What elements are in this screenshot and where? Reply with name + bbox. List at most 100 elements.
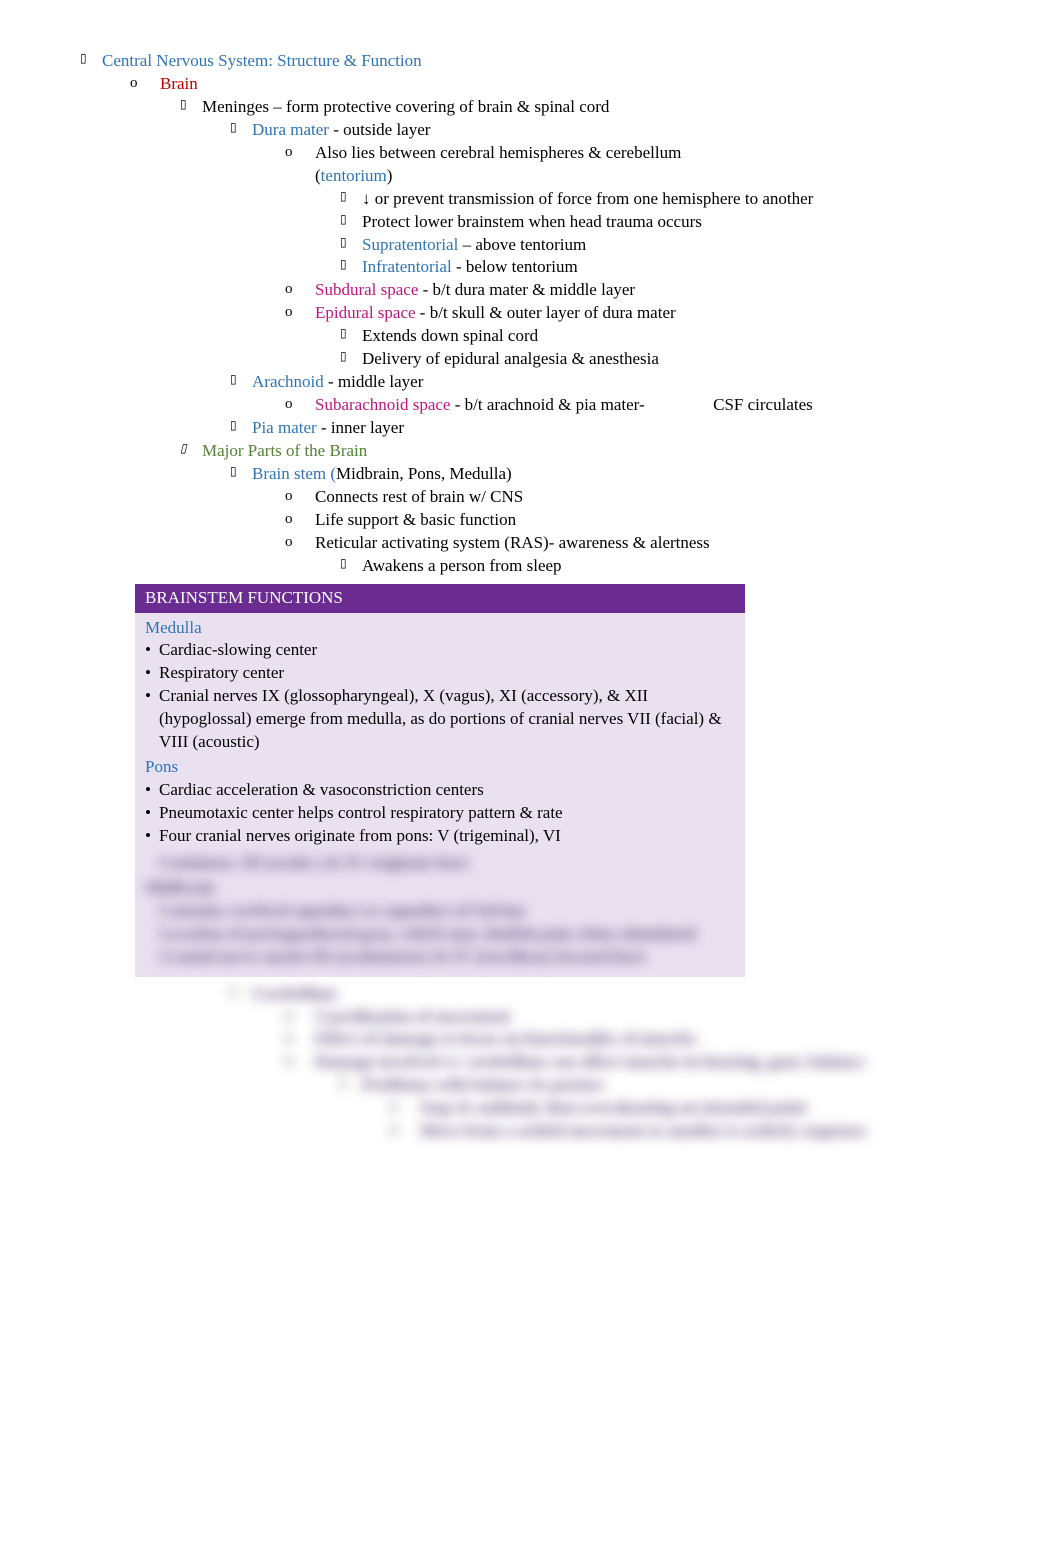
cerebellum-3: Problems with balance & posture: [362, 1074, 1022, 1097]
infra-line: Infratentorial - below tentorium: [362, 256, 1022, 279]
supra-rest: – above tentorium: [458, 235, 586, 254]
subarachnoid-line: Subarachnoid space - b/t arachnoid & pia…: [315, 394, 1022, 417]
bullet-icon: ▯: [230, 463, 252, 479]
box-body: Medulla • Cardiac-slowing center • Respi…: [135, 613, 745, 969]
epi-b1: Extends down spinal cord: [362, 325, 1022, 348]
dot-icon: •: [145, 662, 159, 685]
cerebellum-sub-0: Stop & suddenly then overshooting an int…: [420, 1097, 1022, 1120]
subarachnoid-rest: - b/t arachnoid & pia mater-: [450, 395, 644, 414]
brainstem-term: Brain stem (: [252, 464, 336, 483]
list-item: • Cardiac acceleration & vasoconstrictio…: [145, 779, 735, 802]
brainstem-functions-box: BRAINSTEM FUNCTIONS Medulla • Cardiac-sl…: [135, 584, 745, 977]
tentorium-close: ): [387, 166, 393, 185]
epi-b2: Delivery of epidural analgesia & anesthe…: [362, 348, 1022, 371]
blur-line: Contains cerebral aqueduct or aqueduct o…: [145, 900, 735, 923]
brainstem-rest: Midbrain, Pons, Medulla): [336, 464, 512, 483]
bullet-o-icon: o: [285, 509, 315, 529]
list-item: ▯ Supratentorial – above tentorium: [340, 234, 1022, 257]
bullet-icon: ▯: [340, 188, 362, 204]
dura-also-lies: Also lies between cerebral hemispheres &…: [315, 142, 1022, 188]
epidural-line: Epidural space - b/t skull & outer layer…: [315, 302, 1022, 325]
cerebellum-sub-1: Move from a settled movement to another …: [420, 1120, 1022, 1143]
list-item: o Coordination of movement: [285, 1006, 1022, 1029]
bullet-o-icon: o: [285, 1006, 315, 1026]
list-item: ▯ Meninges – form protective covering of…: [180, 96, 1022, 119]
blur-line: Midbrain: [145, 877, 735, 900]
bullet-o-icon: o: [285, 394, 315, 414]
box-header: BRAINSTEM FUNCTIONS: [135, 584, 745, 613]
list-item: ▯ ↓ or prevent transmission of force fro…: [340, 188, 1022, 211]
list-item: ▯ Cerebellum: [230, 983, 1022, 1006]
arachnoid-line: Arachnoid - middle layer: [252, 371, 1022, 394]
infra-rest: - below tentorium: [452, 257, 578, 276]
bullet-o-icon: o: [285, 279, 315, 299]
list-item: ▯ Brain stem (Midbrain, Pons, Medulla): [230, 463, 1022, 486]
list-item: o Life support & basic function: [285, 509, 1022, 532]
list-item: o Reticular activating system (RAS)- awa…: [285, 532, 1022, 555]
bullet-icon: ▯: [180, 96, 202, 112]
brain-heading: Brain: [160, 73, 1022, 96]
list-item: ▯ Infratentorial - below tentorium: [340, 256, 1022, 279]
list-item: • Cranial nerves IX (glossopharyngeal), …: [145, 685, 735, 754]
medulla-0: Cardiac-slowing center: [159, 639, 735, 662]
subdural-term: Subdural space: [315, 280, 418, 299]
cerebellum-1: Effect of damage to focus on functionali…: [315, 1028, 1022, 1051]
dot-icon: •: [145, 825, 159, 848]
major-parts-heading: Major Parts of the Brain: [202, 440, 1022, 463]
list-item: o Also lies between cerebral hemispheres…: [285, 142, 1022, 188]
csf-text: CSF circulates: [713, 395, 813, 414]
bullet-o-icon: o: [285, 1051, 315, 1071]
bullet-icon: ▯: [230, 983, 252, 999]
bullet-o-icon: o: [130, 73, 160, 93]
list-item: o Epidural space - b/t skull & outer lay…: [285, 302, 1022, 325]
pons-title: Pons: [145, 756, 735, 779]
bullet-icon: ▯: [340, 1074, 362, 1090]
tentorium-b1: ↓ or prevent transmission of force from …: [362, 188, 1022, 211]
infra-term: Infratentorial: [362, 257, 452, 276]
bullet-o-icon: o: [285, 1028, 315, 1048]
list-item: ▯ Arachnoid - middle layer: [230, 371, 1022, 394]
blurred-box-content: Continues; III (oculo-) & IV originate h…: [145, 852, 735, 969]
bullet-icon: ▯: [80, 50, 102, 66]
list-item: o Effect of damage to focus on functiona…: [285, 1028, 1022, 1051]
list-item: o Brain: [130, 73, 1022, 96]
brainstem-b1: Connects rest of brain w/ CNS: [315, 486, 1022, 509]
subdural-rest: - b/t dura mater & middle layer: [418, 280, 635, 299]
bullet-o-icon: o: [390, 1120, 420, 1140]
bullet-icon: ▯: [230, 119, 252, 135]
supra-term: Supratentorial: [362, 235, 458, 254]
pons-2: Four cranial nerves originate from pons:…: [159, 825, 735, 848]
list-item: o Stop & suddenly then overshooting an i…: [390, 1097, 1022, 1120]
dura-rest: - outside layer: [329, 120, 431, 139]
medulla-2: Cranial nerves IX (glossopharyngeal), X …: [159, 685, 735, 754]
outline-root: ▯ Central Nervous System: Structure & Fu…: [80, 50, 1022, 73]
cerebellum-0: Coordination of movement: [315, 1006, 1022, 1029]
list-item: ▯ Delivery of epidural analgesia & anest…: [340, 348, 1022, 371]
cerebellum-2: Damage involved w/ cerebellum can affect…: [315, 1051, 1022, 1074]
dot-icon: •: [145, 779, 159, 802]
supra-line: Supratentorial – above tentorium: [362, 234, 1022, 257]
dot-icon: •: [145, 639, 159, 662]
list-item: ▯ Major Parts of the Brain: [180, 440, 1022, 463]
brainstem-line: Brain stem (Midbrain, Pons, Medulla): [252, 463, 1022, 486]
bullet-icon: ▯: [230, 417, 252, 433]
blurred-outline: ▯ Cerebellum o Coordination of movement …: [80, 983, 1022, 1144]
pia-term: Pia mater: [252, 418, 317, 437]
medulla-1: Respiratory center: [159, 662, 735, 685]
bullet-icon: ▯: [340, 348, 362, 364]
brainstem-b2: Life support & basic function: [315, 509, 1022, 532]
list-item: o Subarachnoid space - b/t arachnoid & p…: [285, 394, 1022, 417]
medulla-title: Medulla: [145, 617, 735, 640]
brainstem-b3a: Awakens a person from sleep: [362, 555, 1022, 578]
meninges-text: Meninges – form protective covering of b…: [202, 96, 1022, 119]
list-item: o Move from a settled movement to anothe…: [390, 1120, 1022, 1143]
list-item: ▯ Awakens a person from sleep: [340, 555, 1022, 578]
bullet-o-icon: o: [285, 486, 315, 506]
bullet-icon: ▯: [340, 256, 362, 272]
blur-line: Continues; III (oculo-) & IV originate h…: [145, 852, 735, 875]
list-item: ▯ Dura mater - outside layer: [230, 119, 1022, 142]
list-item: • Respiratory center: [145, 662, 735, 685]
bullet-icon: ▯: [230, 371, 252, 387]
arachnoid-rest: - middle layer: [324, 372, 424, 391]
list-item: ▯ Problems with balance & posture: [340, 1074, 1022, 1097]
